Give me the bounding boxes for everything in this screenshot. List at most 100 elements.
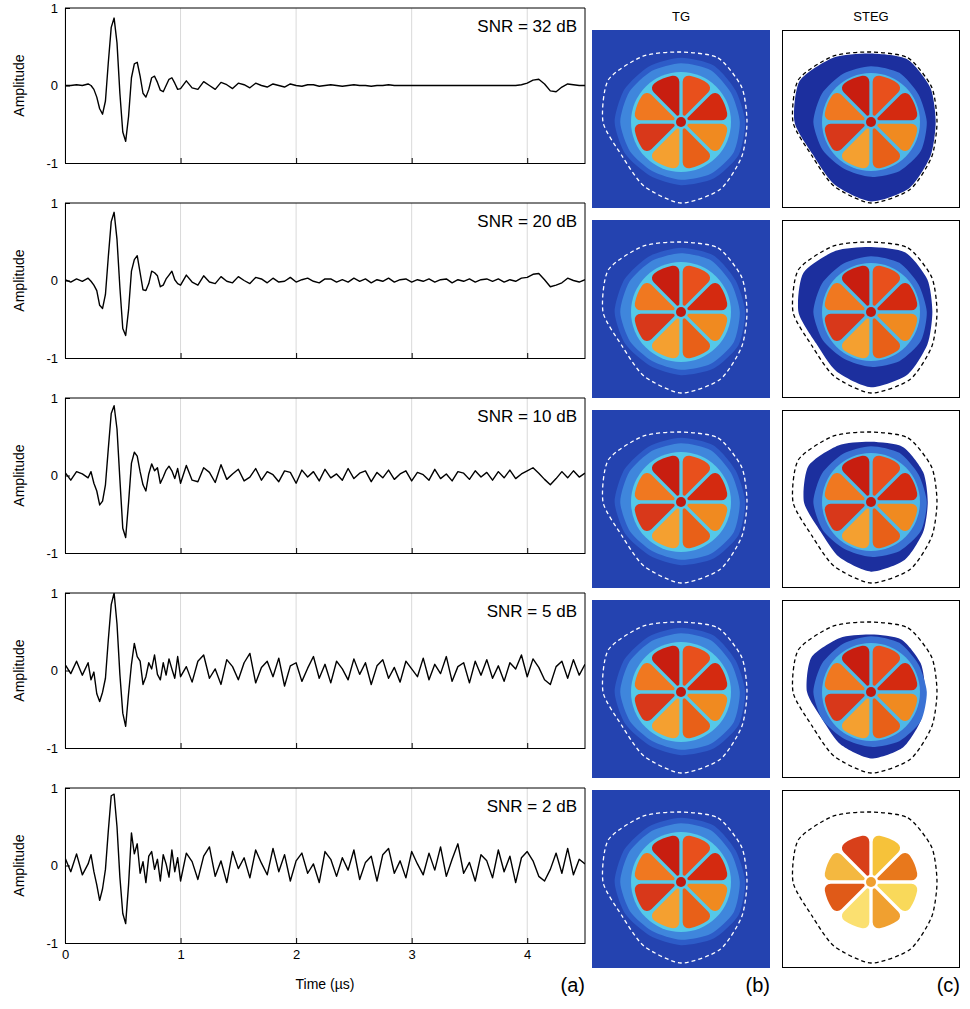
waveform-line	[65, 794, 585, 923]
x-grid-line	[411, 398, 412, 553]
x-tick	[296, 353, 297, 358]
petal	[652, 76, 679, 116]
plot-frame-right	[585, 8, 586, 163]
image-border	[783, 601, 960, 778]
waveform-panel: 01234-101SNR = 2 dBAmplitudeTime (µs)	[11, 781, 586, 992]
waveform-line	[65, 406, 585, 538]
plot-frame-top	[65, 398, 585, 399]
marks	[65, 406, 585, 538]
x-tick	[527, 743, 528, 748]
waveform-panel: -101SNR = 20 dBAmplitude	[11, 196, 586, 366]
sample-core	[822, 643, 920, 741]
y-tick-mark	[65, 866, 70, 867]
column-title: STEG	[853, 9, 888, 24]
marks	[65, 18, 585, 141]
plot-frame-right	[585, 398, 586, 553]
y-axis: -101	[46, 196, 70, 366]
sample	[792, 52, 937, 203]
image-border	[783, 411, 960, 588]
petal	[842, 646, 869, 686]
x-tick-label: 2	[293, 947, 300, 962]
x-tick	[527, 158, 528, 163]
x-grid-line	[180, 398, 181, 553]
image-content	[592, 410, 770, 588]
image-content	[782, 790, 960, 968]
x-tick-mark	[296, 743, 297, 748]
steg-image	[782, 30, 960, 208]
y-tick: 0	[51, 273, 70, 288]
image-background	[782, 600, 960, 778]
center-spot	[676, 877, 686, 887]
image-content	[592, 30, 770, 208]
sample-core	[822, 263, 920, 361]
petal	[652, 646, 679, 686]
petal	[873, 888, 900, 928]
sample-core	[822, 453, 920, 551]
petal	[683, 318, 710, 358]
plot-frame-top	[65, 8, 585, 9]
x-tick-mark	[412, 158, 413, 163]
x-grid-line	[296, 203, 297, 358]
image-background	[782, 410, 960, 588]
waveform-panel: -101SNR = 32 dBAmplitude	[11, 1, 586, 171]
x-tick	[527, 548, 528, 553]
y-tick-label: 0	[51, 858, 58, 873]
y-tick-label: 1	[51, 781, 58, 796]
steg-halo	[803, 442, 927, 572]
image-background	[782, 220, 960, 398]
snr-annotation: SNR = 5 dB	[487, 602, 577, 621]
x-tick-mark	[412, 743, 413, 748]
petal	[877, 93, 917, 120]
y-axis-title: Amplitude	[11, 249, 27, 311]
y-tick: 0	[51, 468, 70, 483]
sample-core	[631, 832, 731, 932]
x-axis-line	[66, 943, 586, 944]
defect-contour	[602, 52, 747, 203]
x-tick-mark	[412, 353, 413, 358]
defect-contour	[602, 622, 747, 773]
petal	[683, 888, 710, 928]
petal	[877, 473, 917, 500]
x-axis-line	[66, 553, 586, 554]
x-tick-label: 1	[177, 947, 184, 962]
image-background	[782, 790, 960, 968]
y-tick: -1	[46, 156, 70, 171]
x-tick-mark	[296, 938, 297, 943]
petal	[652, 456, 679, 496]
steg-image	[782, 600, 960, 778]
snr-annotation: SNR = 10 dB	[477, 407, 577, 426]
sample-ring	[813, 66, 926, 177]
x-tick	[296, 548, 297, 553]
x-tick-mark	[181, 938, 182, 943]
y-tick-mark	[65, 163, 70, 164]
panel-label: (c)	[937, 974, 960, 996]
steg-halo	[794, 53, 936, 201]
sample	[602, 432, 747, 583]
petal	[635, 314, 675, 341]
sample-ring	[620, 63, 740, 180]
y-tick-label: -1	[46, 351, 58, 366]
petal	[687, 473, 727, 500]
petal	[683, 698, 710, 738]
x-axis-title: Time (µs)	[296, 976, 355, 992]
sample	[602, 52, 747, 203]
petal	[687, 853, 727, 880]
waveform-line	[65, 212, 585, 335]
petal	[652, 836, 679, 876]
x-tick	[181, 548, 182, 553]
x-axis-line	[66, 358, 586, 359]
x-tick-mark	[296, 353, 297, 358]
x-tick	[412, 158, 413, 163]
sample	[792, 242, 937, 393]
petal	[635, 884, 675, 911]
y-axis: -101	[46, 391, 70, 561]
y-tick-mark	[65, 748, 70, 749]
sample	[792, 432, 937, 583]
plot-frame-top	[65, 593, 585, 594]
plot-background	[65, 203, 585, 358]
x-tick-mark	[181, 158, 182, 163]
x-tick	[181, 158, 182, 163]
petal	[825, 124, 865, 151]
y-tick: 0	[51, 858, 70, 873]
x-tick: 2	[293, 938, 300, 962]
